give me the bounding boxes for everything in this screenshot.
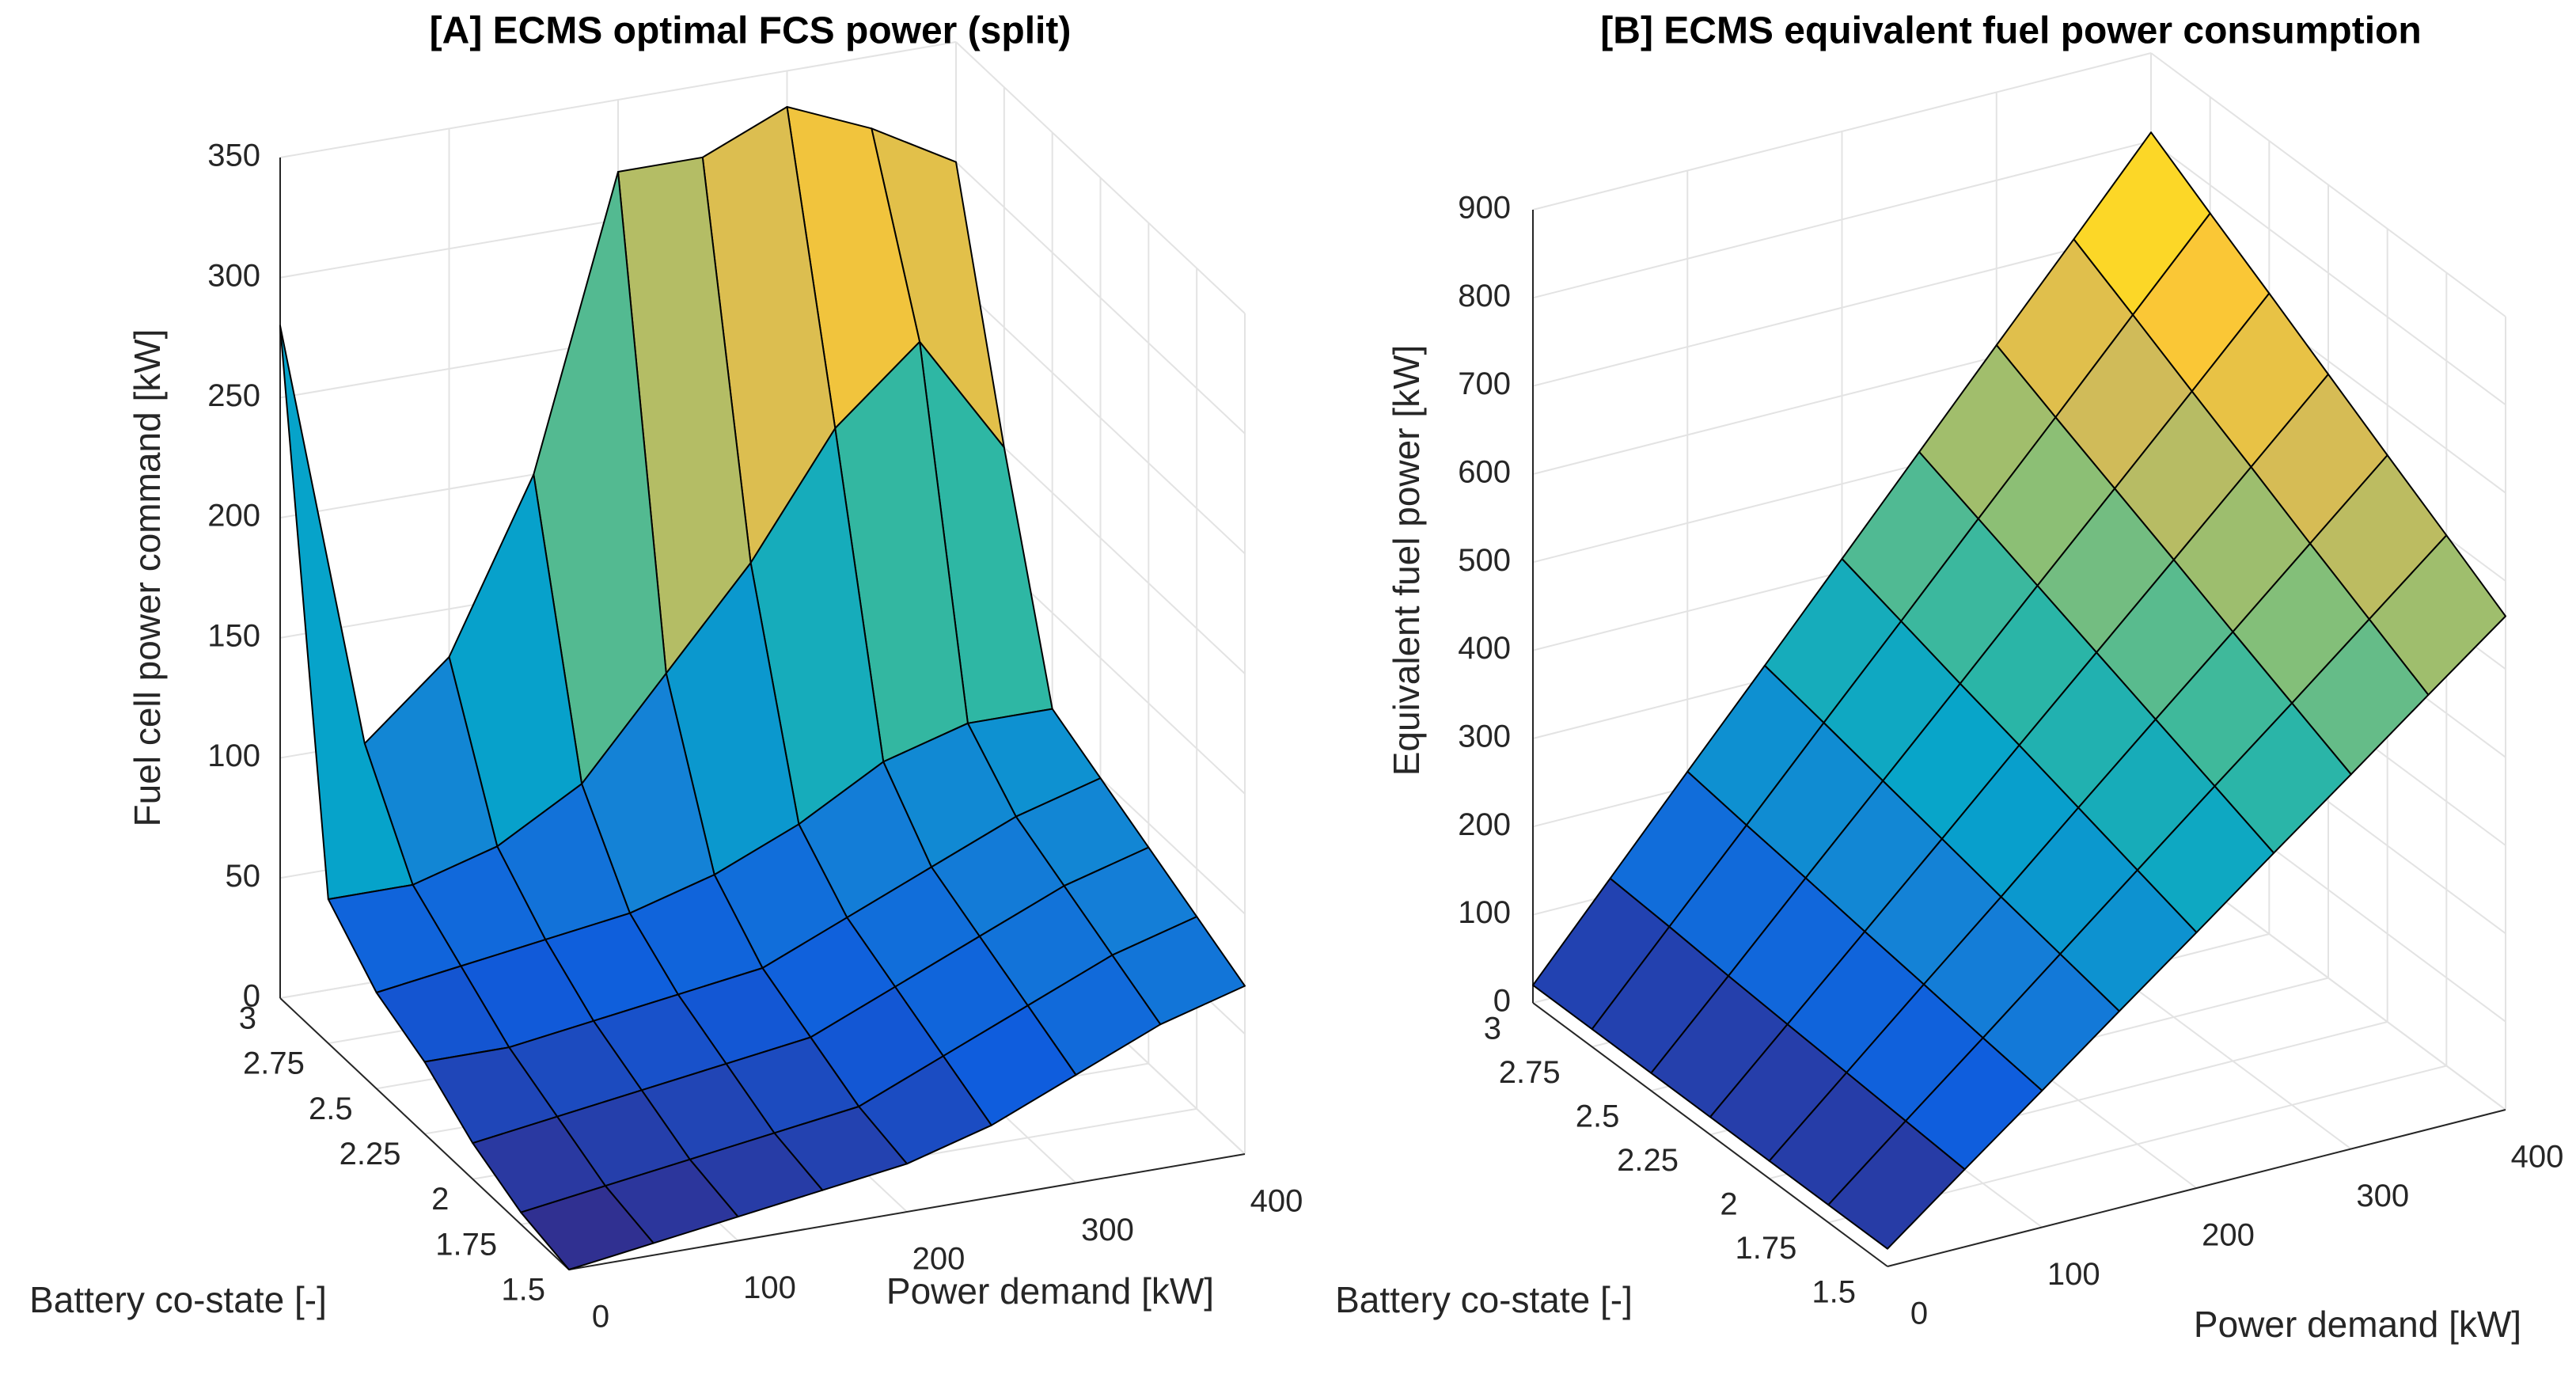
z-tick-label: 500 [1458, 543, 1511, 578]
y-axis [279, 997, 570, 1270]
x-tick-label: 400 [2511, 1140, 2564, 1175]
x-tick-label: 100 [2047, 1257, 2100, 1292]
z-tick-label: 250 [207, 378, 260, 413]
y-tick-label: 3 [239, 1001, 256, 1036]
grid-line [1532, 52, 2152, 211]
x-axis [1887, 1109, 2506, 1267]
y-tick-label: 1.5 [1812, 1275, 1856, 1310]
z-tick-label: 100 [207, 738, 260, 773]
grid-line [955, 281, 1246, 555]
x-tick-label: 200 [912, 1242, 966, 1277]
y-tick-label: 2.5 [309, 1092, 353, 1126]
y-tick-label: 1.5 [501, 1273, 545, 1308]
z-tick-label: 200 [1458, 807, 1511, 842]
z-tick-label: 150 [207, 618, 260, 653]
grid-line [2150, 140, 2506, 406]
y-tick-label: 2.25 [340, 1137, 401, 1171]
z-tick-label: 800 [1458, 279, 1511, 313]
y-tick-label: 1.75 [1735, 1231, 1796, 1266]
x-tick-label: 300 [1081, 1213, 1134, 1247]
z-tick-label: 50 [226, 859, 261, 894]
x-tick-label: 400 [1250, 1184, 1303, 1219]
y-tick-label: 2 [1720, 1187, 1737, 1222]
x-axis-label: Power demand [kW] [886, 1270, 1214, 1312]
z-tick-label: 200 [207, 499, 260, 533]
z-tick-label: 100 [1458, 895, 1511, 930]
z-tick-label: 900 [1458, 191, 1511, 226]
surface-face [1827, 1120, 1966, 1250]
x-tick-label: 300 [2356, 1179, 2409, 1213]
z-tick-label: 0 [243, 979, 260, 1014]
y-tick-label: 3 [1484, 1012, 1501, 1046]
y-axis-label: Battery co-state [-] [1335, 1279, 1633, 1320]
z-tick-label: 350 [207, 139, 260, 173]
z-tick-label: 400 [1458, 631, 1511, 666]
grid-line [955, 41, 1246, 314]
z-tick-label: 0 [1493, 984, 1511, 1019]
chart-title: [B] ECMS equivalent fuel power consumpti… [1600, 10, 2421, 52]
x-tick-label: 200 [2202, 1218, 2255, 1253]
surface-chart: 0 50 100 150 200 250 300 350 1.51.75 2 2.25 2.52.75… [29, 10, 1303, 1335]
y-tick-label: 2 [431, 1182, 449, 1217]
x-axis-label: Power demand [kW] [2194, 1304, 2521, 1345]
z-tick-label: 300 [207, 258, 260, 293]
grid-line [1532, 228, 2152, 387]
y-tick-label: 2.25 [1617, 1143, 1679, 1178]
grid-line [1532, 140, 2152, 299]
y-tick-label: 2.75 [1499, 1055, 1561, 1090]
surface-chart: 0 100 200 300 400 500 600 700 800 900 1.5 1.75 2 2.25… [1335, 10, 2563, 1345]
z-tick-label: 300 [1458, 719, 1511, 754]
grid-line [279, 41, 957, 158]
y-tick-label: 2.5 [1576, 1099, 1620, 1134]
y-tick-label: 1.75 [435, 1227, 497, 1262]
z-tick-label: 600 [1458, 455, 1511, 490]
x-tick-label: 100 [743, 1270, 796, 1305]
surface-face [520, 1185, 654, 1270]
x-tick-label: 0 [1910, 1297, 1928, 1331]
z-tick-label: 700 [1458, 366, 1511, 401]
y-axis [1532, 1002, 1888, 1267]
x-axis [568, 1153, 1246, 1270]
chart-title: [A] ECMS optimal FCS power (split) [430, 10, 1072, 52]
z-axis-label: Fuel cell power command [kW] [127, 329, 168, 827]
grid-line [955, 161, 1246, 435]
y-axis-label: Battery co-state [-] [29, 1279, 327, 1320]
y-tick-label: 2.75 [243, 1046, 305, 1081]
x-tick-label: 0 [592, 1300, 609, 1335]
z-axis-label: Equivalent fuel power [kW] [1386, 345, 1427, 776]
grid-line [2150, 52, 2506, 317]
